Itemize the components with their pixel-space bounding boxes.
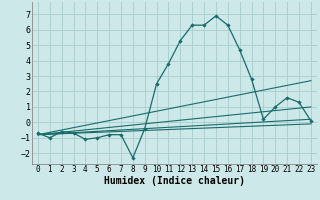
X-axis label: Humidex (Indice chaleur): Humidex (Indice chaleur) [104, 176, 245, 186]
